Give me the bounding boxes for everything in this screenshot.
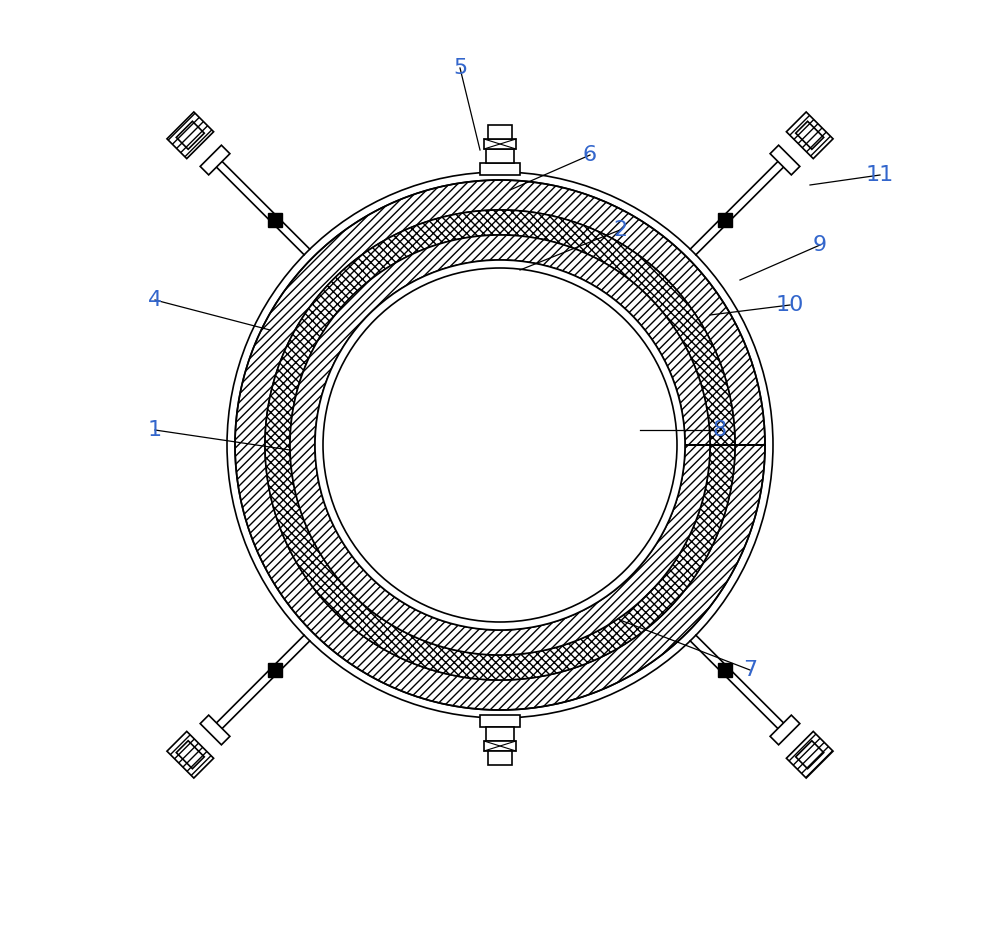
Text: 1: 1 [148, 420, 162, 440]
PathPatch shape [235, 180, 765, 710]
Text: 9: 9 [813, 235, 827, 255]
PathPatch shape [265, 210, 735, 680]
Polygon shape [484, 741, 516, 751]
Polygon shape [268, 663, 282, 677]
Text: 5: 5 [453, 58, 467, 78]
Polygon shape [167, 732, 214, 778]
PathPatch shape [290, 235, 710, 655]
Text: 8: 8 [713, 420, 727, 440]
Polygon shape [167, 112, 214, 158]
Polygon shape [488, 751, 512, 765]
Text: 11: 11 [866, 165, 894, 185]
Polygon shape [480, 715, 520, 727]
Polygon shape [488, 125, 512, 139]
Polygon shape [770, 145, 800, 175]
Polygon shape [718, 663, 732, 677]
Polygon shape [786, 112, 833, 158]
Text: 7: 7 [743, 660, 757, 680]
Text: 4: 4 [148, 290, 162, 310]
Polygon shape [200, 145, 230, 175]
Polygon shape [200, 715, 230, 745]
Polygon shape [770, 715, 800, 745]
Text: 2: 2 [613, 220, 627, 240]
Text: 6: 6 [583, 145, 597, 165]
Polygon shape [486, 149, 514, 163]
Polygon shape [484, 139, 516, 149]
Circle shape [315, 260, 685, 630]
Text: 10: 10 [776, 295, 804, 315]
Polygon shape [786, 732, 833, 778]
Polygon shape [480, 163, 520, 175]
Polygon shape [486, 727, 514, 741]
Polygon shape [268, 213, 282, 227]
Polygon shape [718, 213, 732, 227]
